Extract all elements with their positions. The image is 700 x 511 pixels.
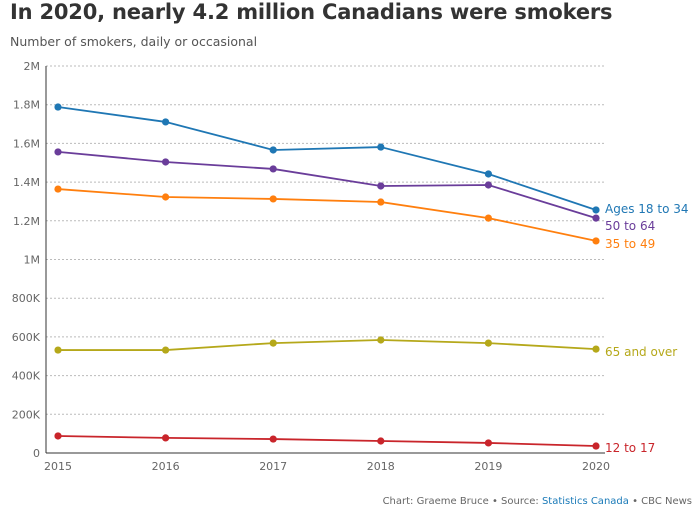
y-tick-label: 1M (24, 254, 41, 267)
y-tick-label: 2M (24, 60, 41, 73)
data-point (54, 148, 62, 156)
line-chart: 0 200K 400K 600K 800K 1M 1.2M 1.4M 1.6M 1.8M 2M 201… (12, 60, 689, 473)
series-label: 12 to 17 (605, 441, 655, 455)
data-point (54, 103, 62, 111)
y-tick-label: 1.8M (13, 99, 40, 112)
y-tick-label: 600K (12, 331, 41, 344)
x-tick-label: 2019 (474, 460, 502, 473)
data-point (484, 214, 492, 222)
data-point (377, 182, 385, 190)
series-label: 50 to 64 (605, 219, 655, 233)
data-point (377, 198, 385, 206)
data-point (484, 439, 492, 447)
series-line (58, 339, 597, 351)
data-point (269, 146, 277, 154)
y-tick-label: 1.2M (13, 215, 40, 228)
series-line (57, 151, 597, 219)
data-point (592, 206, 600, 214)
data-point (592, 237, 600, 245)
data-point (269, 339, 277, 347)
source-link[interactable]: Statistics Canada (541, 496, 629, 507)
data-point (54, 432, 62, 440)
chart-subtitle: Number of smokers, daily or occasional (10, 34, 258, 49)
y-tick-label: 800K (12, 292, 41, 305)
x-tick-label: 2015 (44, 460, 72, 473)
data-point (162, 118, 170, 126)
data-point (162, 346, 170, 354)
series-line (57, 435, 597, 447)
x-tick-label: 2020 (582, 460, 610, 473)
data-point (54, 185, 62, 193)
data-point (377, 143, 385, 151)
data-point (484, 181, 492, 189)
footer-outlet: • CBC News (628, 496, 692, 507)
chart-footer: Chart: Graeme Bruce • Source: Statistics… (383, 496, 692, 507)
data-point (592, 442, 600, 450)
chart-title: In 2020, nearly 4.2 million Canadians we… (10, 0, 613, 24)
y-tick-label: 400K (12, 370, 41, 383)
data-point (162, 158, 170, 166)
series-label: 35 to 49 (605, 237, 655, 251)
x-tick-label: 2016 (152, 460, 180, 473)
data-point (592, 214, 600, 222)
y-tick-label: 1.4M (13, 176, 40, 189)
data-point (162, 193, 170, 201)
series-label: Ages 18 to 34 (605, 202, 689, 216)
data-point (377, 437, 385, 445)
data-point (54, 346, 62, 354)
series-line (57, 188, 597, 242)
data-point (162, 434, 170, 442)
y-tick-label: 1.6M (13, 137, 40, 150)
data-point (377, 336, 385, 344)
series-line (57, 106, 597, 211)
x-tick-label: 2018 (367, 460, 395, 473)
data-point (484, 339, 492, 347)
x-tick-label: 2017 (259, 460, 287, 473)
data-point (269, 435, 277, 443)
data-point (269, 195, 277, 203)
footer-credit: Chart: Graeme Bruce • Source: (382, 496, 542, 507)
data-point (484, 170, 492, 178)
data-point (269, 165, 277, 173)
data-point (592, 345, 600, 353)
y-tick-label: 0 (33, 447, 40, 460)
series-label: 65 and over (605, 345, 677, 359)
y-tick-label: 200K (12, 408, 41, 421)
